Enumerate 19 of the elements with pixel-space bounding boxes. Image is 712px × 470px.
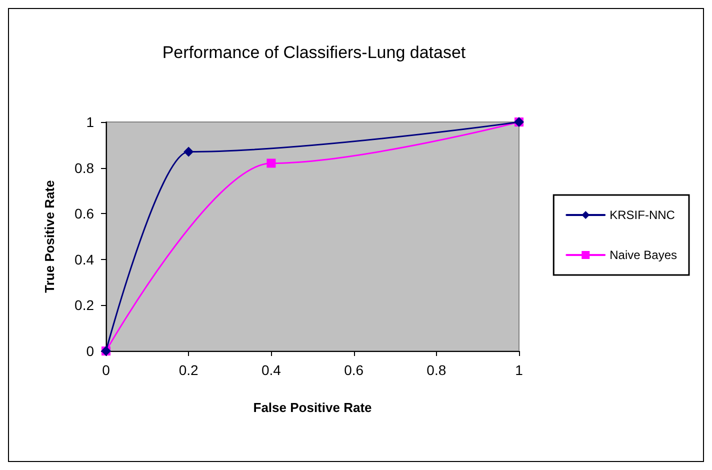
point	[184, 146, 194, 157]
y-axis-title: True Positive Rate	[42, 180, 57, 293]
y-tick-label: 0.2	[74, 297, 94, 314]
point	[266, 158, 276, 168]
x-tick-label: 0.4	[261, 362, 282, 378]
x-tick-label: 0.6	[344, 362, 364, 378]
x-tick-label: 0.2	[178, 362, 199, 378]
x-axis-title: False Positive Rate	[253, 400, 372, 415]
x-tick-label: 0.8	[426, 362, 446, 378]
y-tick-label: 0.4	[74, 251, 94, 268]
x-tick-label: 0	[102, 362, 110, 378]
legend-label: Naive Bayes	[610, 248, 678, 262]
y-tick-label: 0	[86, 343, 94, 359]
y-tick-label: 0.8	[74, 160, 94, 176]
x-tick-label: 1	[515, 362, 524, 378]
y-tick-label: 0.6	[74, 206, 94, 222]
y-tick-label: 1	[86, 114, 94, 130]
legend-label: KRSIF-NNC	[610, 208, 676, 222]
chart-title: Performance of Classifiers-Lung dataset	[162, 43, 466, 62]
